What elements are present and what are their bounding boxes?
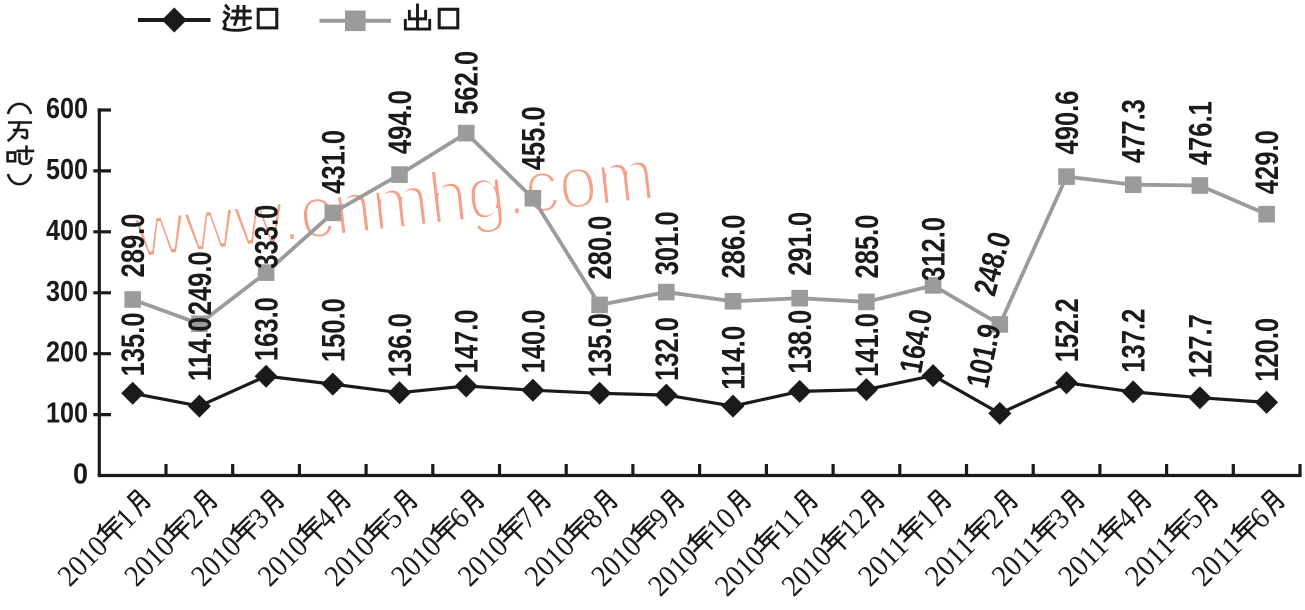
svg-text:150.0: 150.0 bbox=[315, 298, 351, 362]
svg-text:280.0: 280.0 bbox=[582, 216, 618, 280]
svg-text:163.0: 163.0 bbox=[249, 297, 285, 361]
svg-text:429.0: 429.0 bbox=[1249, 130, 1285, 194]
svg-text:120.0: 120.0 bbox=[1249, 318, 1285, 382]
svg-text:490.6: 490.6 bbox=[1049, 91, 1085, 155]
svg-text:301.0: 301.0 bbox=[649, 211, 685, 275]
svg-text:494.0: 494.0 bbox=[382, 90, 418, 154]
svg-text:138.0: 138.0 bbox=[782, 310, 818, 374]
svg-text:291.0: 291.0 bbox=[782, 212, 818, 276]
svg-text:400: 400 bbox=[46, 215, 88, 247]
svg-text:477.3: 477.3 bbox=[1116, 99, 1152, 163]
svg-text:476.1: 476.1 bbox=[1182, 101, 1218, 165]
svg-text:152.2: 152.2 bbox=[1049, 298, 1085, 362]
svg-text:114.0: 114.0 bbox=[182, 317, 218, 381]
svg-text:137.2: 137.2 bbox=[1116, 309, 1152, 373]
svg-text:135.0: 135.0 bbox=[582, 313, 618, 377]
svg-text:100: 100 bbox=[46, 398, 88, 430]
svg-text:147.0: 147.0 bbox=[449, 309, 485, 373]
svg-text:285.0: 285.0 bbox=[849, 215, 885, 279]
svg-text:114.0: 114.0 bbox=[716, 326, 752, 390]
svg-text:127.7: 127.7 bbox=[1182, 314, 1218, 378]
svg-text:249.0: 249.0 bbox=[182, 251, 218, 315]
svg-text:141.0: 141.0 bbox=[849, 313, 885, 377]
svg-text:312.0: 312.0 bbox=[916, 217, 952, 281]
svg-text:132.0: 132.0 bbox=[649, 317, 685, 381]
svg-text:140.0: 140.0 bbox=[515, 309, 551, 373]
svg-text:135.0: 135.0 bbox=[115, 312, 151, 376]
svg-text:562.0: 562.0 bbox=[449, 51, 485, 115]
svg-text:300: 300 bbox=[46, 276, 88, 308]
svg-text:136.0: 136.0 bbox=[382, 313, 418, 377]
svg-text:200: 200 bbox=[46, 337, 88, 369]
svg-text:500: 500 bbox=[46, 154, 88, 186]
svg-text:431.0: 431.0 bbox=[315, 130, 351, 194]
svg-text:455.0: 455.0 bbox=[515, 106, 551, 170]
svg-text:289.0: 289.0 bbox=[115, 214, 151, 278]
svg-text:333.0: 333.0 bbox=[249, 205, 285, 269]
svg-text:286.0: 286.0 bbox=[716, 215, 752, 279]
svg-text:0: 0 bbox=[73, 459, 88, 491]
svg-text:600: 600 bbox=[46, 93, 88, 125]
